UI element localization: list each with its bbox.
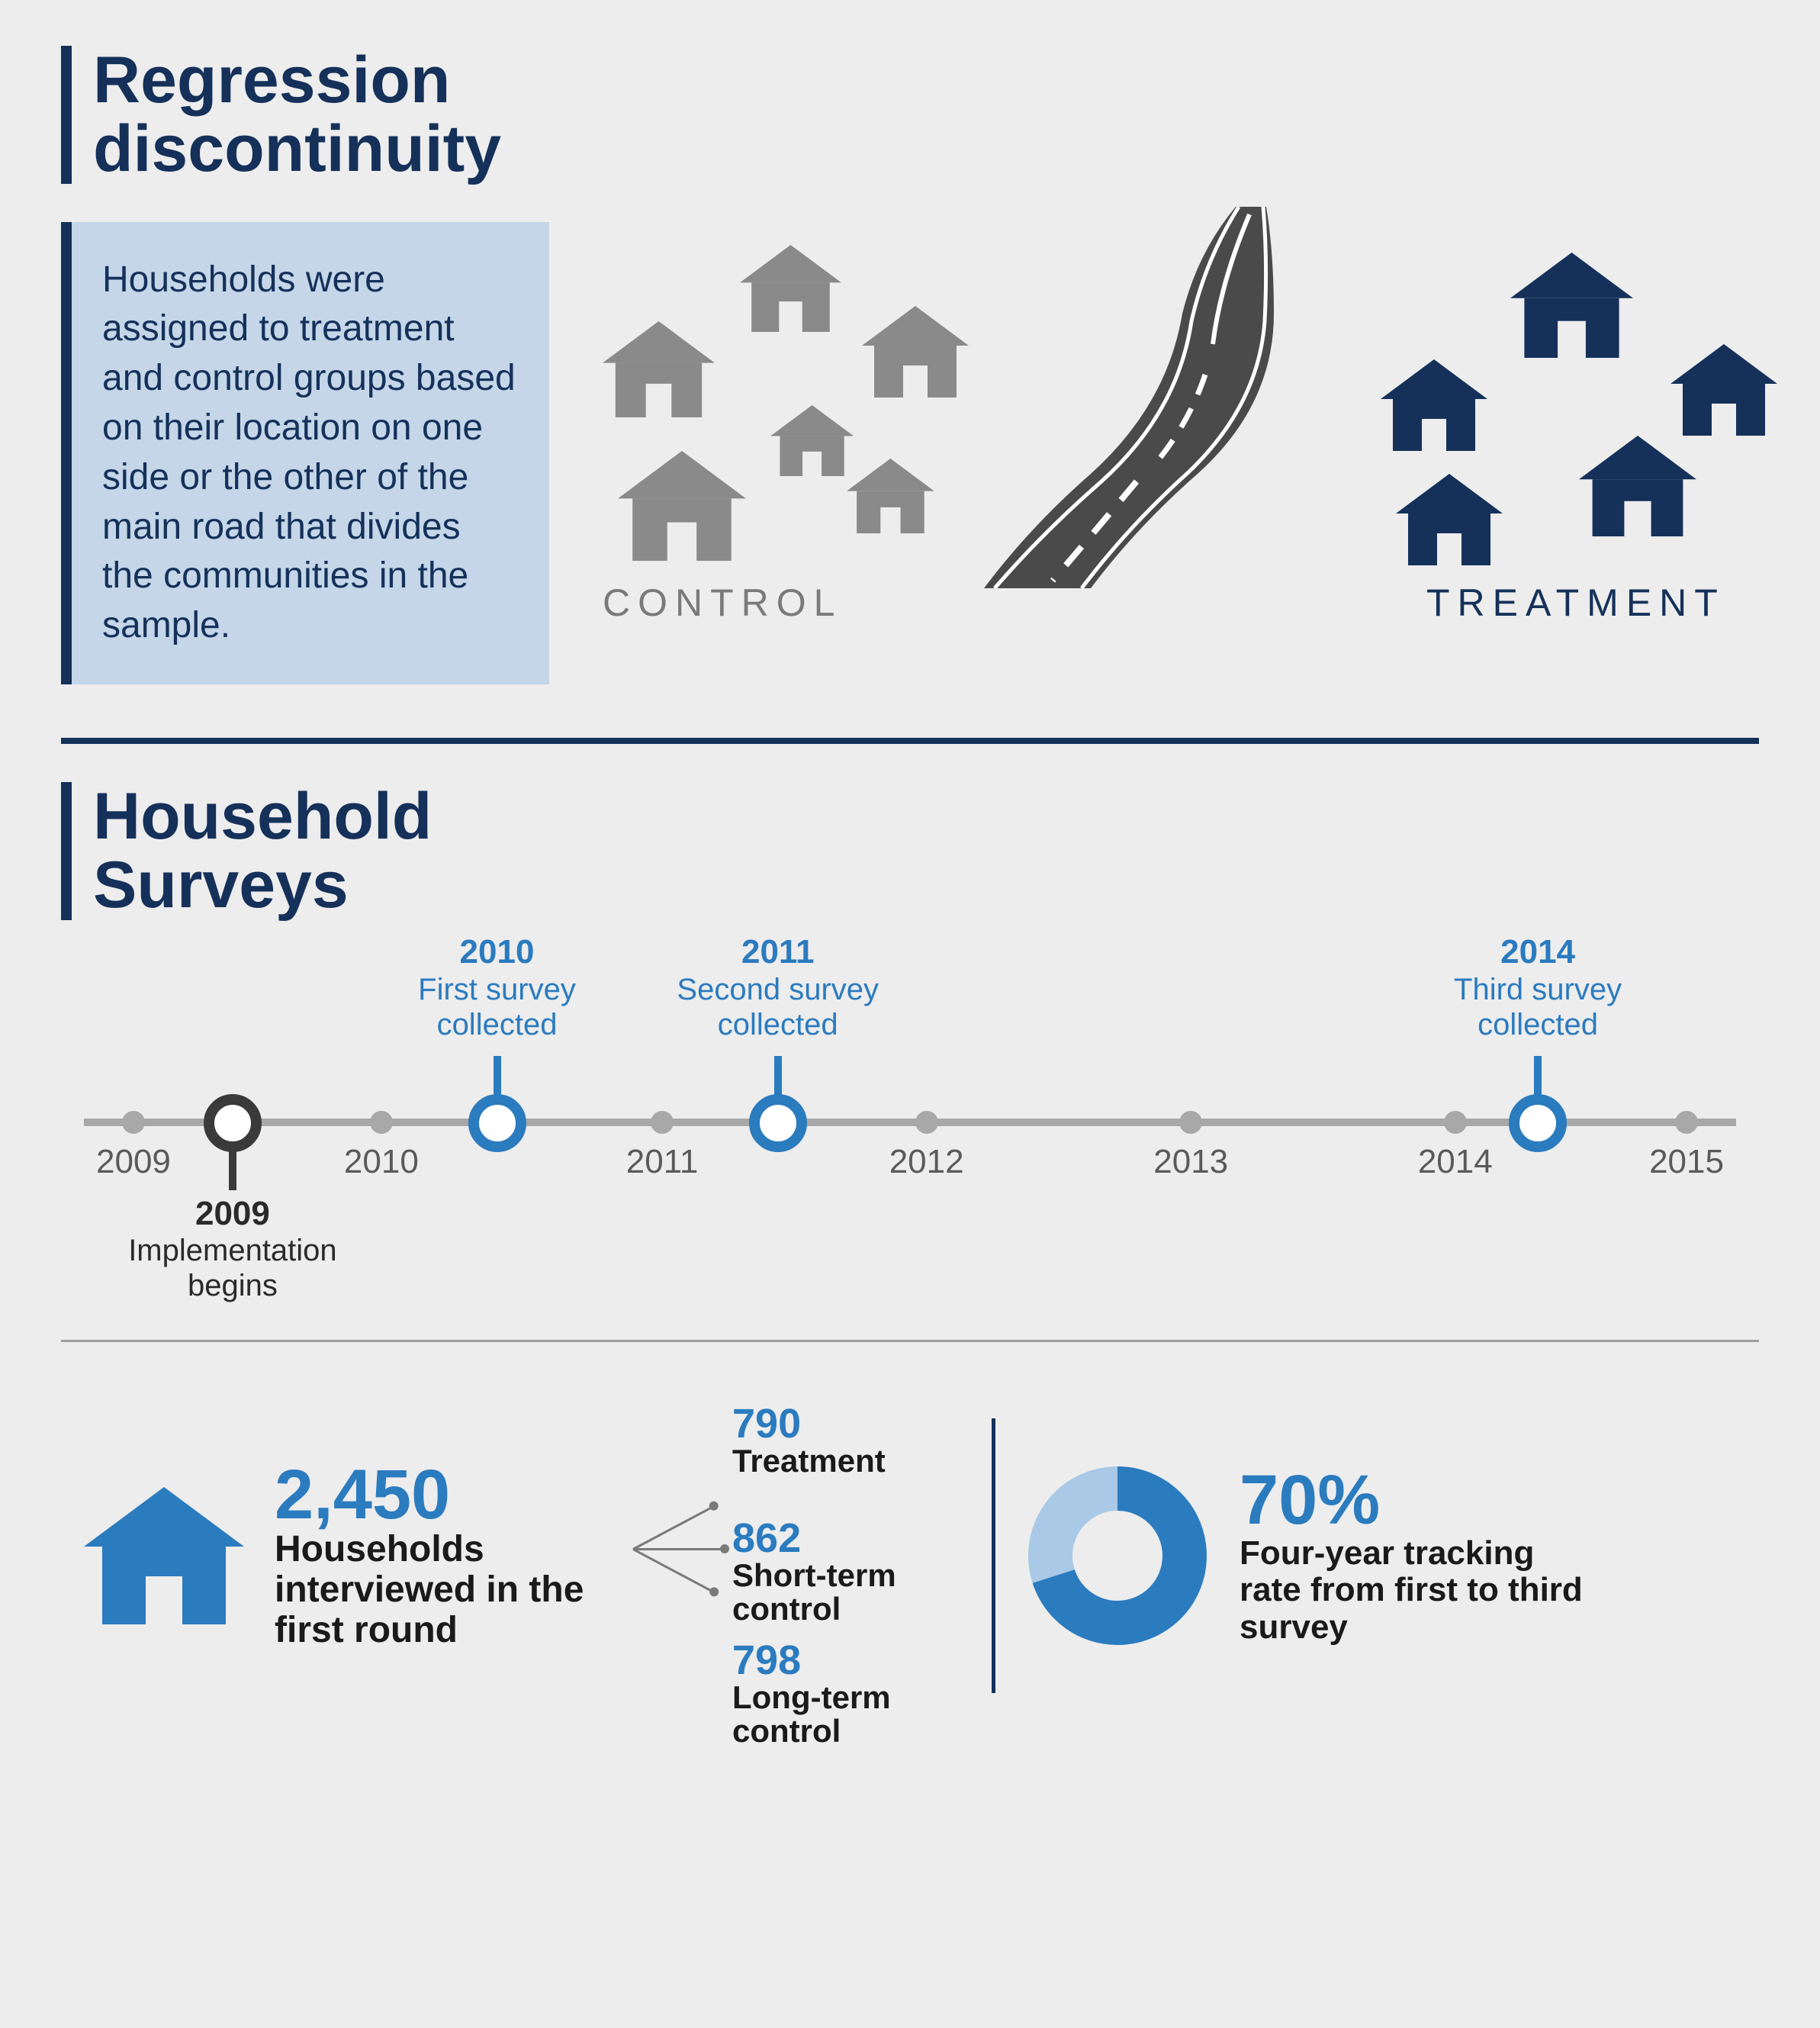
tracking-pct: 70% — [1240, 1465, 1590, 1535]
timeline-year: 2009 — [96, 1143, 171, 1181]
section-divider — [61, 738, 1759, 744]
section-title-surveys: Household Surveys — [61, 782, 1759, 920]
treatment-cluster — [572, 222, 1793, 573]
breakdown-item: 790Treatment — [732, 1403, 886, 1478]
donut-chart — [1026, 1464, 1209, 1647]
timeline-tick — [651, 1111, 674, 1134]
event-label: 2010First survey collected — [375, 933, 619, 1042]
event-marker — [749, 1094, 807, 1152]
control-label: CONTROL — [603, 581, 842, 625]
house-icon — [1670, 344, 1777, 436]
regression-row: Households were assigned to treatment an… — [61, 222, 1759, 684]
title-line: discontinuity — [93, 112, 501, 185]
total-number: 2,450 — [275, 1460, 610, 1530]
house-icon — [1396, 474, 1503, 565]
timeline-year: 2013 — [1153, 1143, 1228, 1181]
breakdown-dot — [708, 1585, 720, 1598]
breakdown-item: 798Long-termcontrol — [732, 1640, 891, 1748]
stats-row: 2,450 Households interviewed in the firs… — [61, 1388, 1759, 1724]
timeline-tick — [915, 1111, 938, 1134]
event-label: 2011Second survey collected — [656, 933, 900, 1042]
breakdown-dot — [720, 1544, 729, 1553]
timeline-year: 2012 — [889, 1143, 964, 1181]
tracking-text: 70% Four-year tracking rate from first t… — [1240, 1465, 1590, 1646]
treatment-label: TREATMENT — [1426, 581, 1725, 625]
breakdown-line — [633, 1548, 725, 1550]
house-icon — [1579, 436, 1696, 536]
breakdown-line — [632, 1505, 714, 1550]
event-marker — [1509, 1094, 1567, 1152]
title-line: Surveys — [93, 848, 349, 922]
event-label: 2009Implementation begins — [111, 1195, 355, 1304]
timeline-tick — [1444, 1111, 1467, 1134]
total-label: Households interviewed in the first roun… — [275, 1530, 610, 1650]
house-icon — [84, 1483, 244, 1628]
section-title-regression: Regression discontinuity — [61, 46, 1759, 184]
timeline-tick — [122, 1111, 145, 1134]
timeline-tick — [370, 1111, 393, 1134]
timeline-axis — [84, 1119, 1736, 1126]
breakdown-item: 862Short-termcontrol — [732, 1518, 896, 1626]
timeline-tick — [1675, 1111, 1698, 1134]
breakdown-dot — [708, 1499, 720, 1511]
illustration: CONTROL TREATMENT — [572, 222, 1759, 649]
house-icon — [1381, 359, 1487, 451]
thin-divider — [61, 1340, 1759, 1342]
event-label: 2014Third survey collected — [1416, 933, 1660, 1042]
title-line: Household — [93, 780, 432, 853]
donut-block: 70% Four-year tracking rate from first t… — [1026, 1464, 1590, 1647]
event-marker — [204, 1094, 262, 1152]
timeline-tick — [1179, 1111, 1202, 1134]
timeline-year: 2010 — [344, 1143, 419, 1181]
timeline-year: 2014 — [1418, 1143, 1493, 1181]
households-total: 2,450 Households interviewed in the firs… — [275, 1460, 610, 1650]
timeline-year: 2015 — [1649, 1143, 1724, 1181]
timeline: 20092010201120122013201420152009Implemen… — [84, 958, 1736, 1294]
breakdown-line — [632, 1548, 714, 1593]
breakdown: 790Treatment862Short-termcontrol798Long-… — [641, 1388, 961, 1724]
callout-box: Households were assigned to treatment an… — [61, 222, 549, 684]
title-line: Regression — [93, 43, 450, 117]
tracking-desc: Four-year tracking rate from first to th… — [1240, 1535, 1590, 1646]
timeline-year: 2011 — [626, 1143, 699, 1181]
vertical-divider — [992, 1418, 995, 1693]
event-marker — [468, 1094, 526, 1152]
house-icon — [1510, 253, 1633, 358]
